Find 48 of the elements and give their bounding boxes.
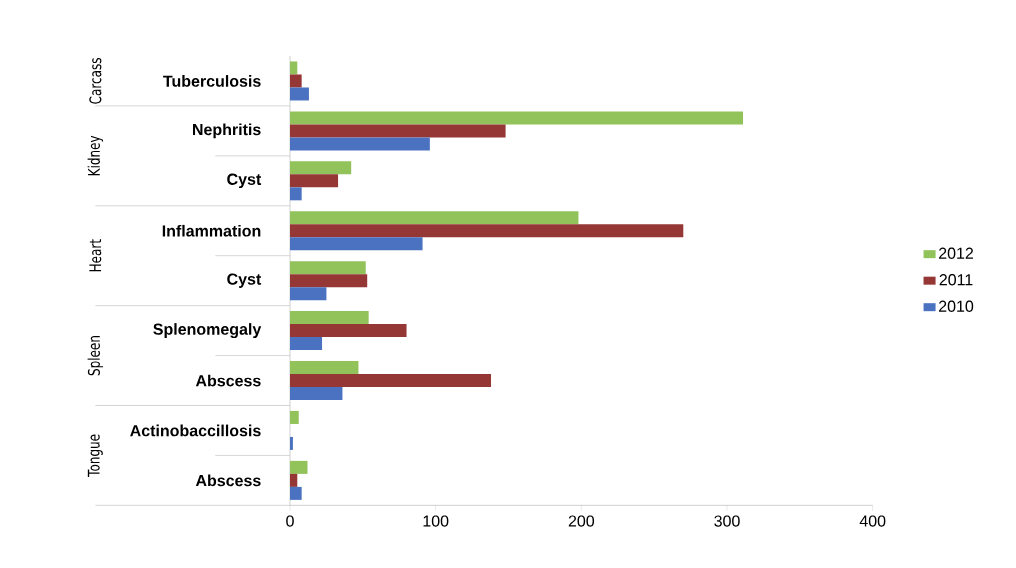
bar bbox=[290, 174, 339, 188]
legend-label: 2012 bbox=[939, 247, 973, 259]
y-tick-label: Abscess bbox=[195, 474, 261, 487]
bar bbox=[290, 361, 359, 375]
legend-label: 2010 bbox=[939, 300, 974, 312]
bar bbox=[290, 124, 506, 138]
bar bbox=[290, 460, 308, 474]
bar bbox=[290, 74, 302, 88]
bar bbox=[290, 436, 293, 450]
bar bbox=[290, 387, 343, 401]
text: Heart bbox=[89, 239, 102, 272]
bar bbox=[290, 261, 366, 275]
legend-label: 2011 bbox=[939, 274, 973, 286]
bar bbox=[290, 237, 423, 251]
bar bbox=[290, 137, 430, 151]
bar bbox=[290, 61, 298, 75]
bar bbox=[290, 473, 298, 487]
bar bbox=[290, 337, 323, 351]
bar bbox=[290, 311, 369, 325]
y-tick-label: Cyst bbox=[227, 273, 262, 288]
y-tick-label: Inflammation bbox=[162, 224, 261, 237]
x-tick-label: 0 bbox=[286, 515, 294, 527]
y-tick-label: Actinobaccillosis bbox=[130, 424, 261, 437]
bar bbox=[290, 324, 407, 338]
y-tick-label: Abscess bbox=[195, 374, 261, 387]
bar bbox=[290, 211, 579, 225]
bar bbox=[290, 486, 302, 500]
y-tick-label: Cyst bbox=[227, 173, 262, 189]
bar bbox=[290, 374, 492, 388]
bar bbox=[290, 87, 309, 101]
bar bbox=[290, 187, 302, 201]
x-tick-label: 300 bbox=[714, 515, 740, 527]
x-tick-label: 400 bbox=[859, 515, 886, 527]
bar bbox=[290, 224, 684, 238]
text: Kidney bbox=[87, 135, 104, 176]
x-tick-label: 200 bbox=[568, 515, 595, 527]
bar bbox=[290, 161, 352, 175]
text: Carcass bbox=[89, 58, 102, 104]
y-tick-label: Nephritis bbox=[193, 123, 261, 139]
bar bbox=[290, 111, 744, 125]
text: Spleen bbox=[87, 336, 104, 376]
y-tick-label: Tuberculosis bbox=[163, 75, 261, 87]
text: Tongue bbox=[87, 434, 103, 477]
bar bbox=[290, 410, 299, 424]
x-tick-label: 100 bbox=[423, 515, 449, 527]
y-tick-label: Splenomegaly bbox=[153, 323, 262, 339]
bar bbox=[290, 287, 327, 301]
bar bbox=[290, 274, 368, 288]
